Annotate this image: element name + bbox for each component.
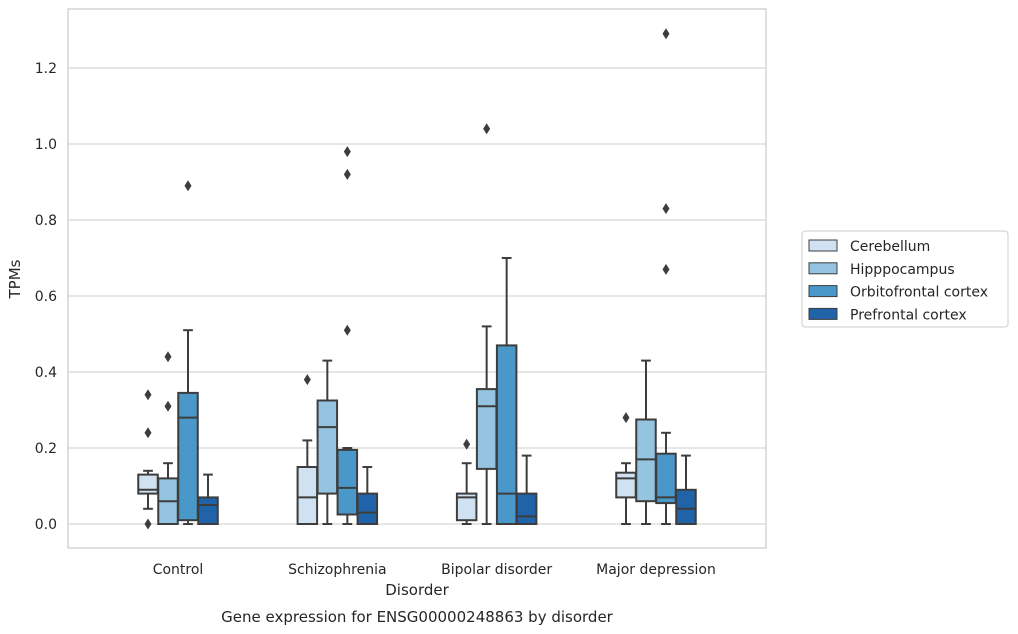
box-iqr <box>615 471 637 499</box>
outlier-point <box>662 263 670 275</box>
box-iqr <box>655 452 677 505</box>
box-iqr <box>515 492 538 526</box>
box-iqr <box>495 344 518 525</box>
legend-label: Prefrontal cortex <box>850 307 967 323</box>
chart-title: Gene expression for ENSG00000248863 by d… <box>221 608 614 626</box>
legend-item: Cerebellum <box>808 239 930 255</box>
legend: Cerebellum Hipppocampus Orbitofrontal cort… <box>801 230 1009 328</box>
y-tick-label: 1.0 <box>35 137 57 153</box>
outlier-point <box>144 389 152 401</box>
box-iqr <box>296 466 319 525</box>
series-prefrontal-cortex <box>197 454 697 526</box>
box <box>356 466 379 526</box>
box-iqr <box>356 492 379 526</box>
x-tick-label: Control <box>153 562 204 578</box>
x-axis-ticks: Control Schizophrenia Bipolar disorder Majo… <box>153 562 716 578</box>
box <box>475 123 498 525</box>
box <box>157 351 179 525</box>
y-tick-label: 0.0 <box>35 517 57 533</box>
legend-label: Orbitofrontal cortex <box>850 285 988 301</box>
box <box>177 180 199 525</box>
box-iqr <box>316 399 339 495</box>
y-tick-label: 0.6 <box>35 289 57 305</box>
box <box>316 359 339 525</box>
box <box>296 374 319 525</box>
outlier-point <box>622 412 630 424</box>
series-cerebellum <box>137 374 637 530</box>
outlier-point <box>184 180 192 192</box>
legend-item: Prefrontal cortex <box>808 307 967 323</box>
legend-label: Hipppocampus <box>850 262 955 278</box>
outlier-point <box>164 400 172 412</box>
box-iqr <box>475 388 498 470</box>
outlier-point <box>164 351 172 363</box>
box <box>336 146 359 525</box>
legend-swatch <box>808 239 838 252</box>
series-hipppocampus <box>157 123 657 525</box>
outlier-point <box>662 28 670 40</box>
outlier-point <box>662 203 670 215</box>
box <box>635 359 657 525</box>
box <box>455 438 478 525</box>
box <box>197 473 219 525</box>
box <box>675 454 697 525</box>
legend-label: Cerebellum <box>850 239 930 255</box>
outlier-point <box>343 324 351 336</box>
box <box>495 257 518 525</box>
box-iqr <box>336 448 359 516</box>
y-tick-label: 1.2 <box>35 61 57 77</box>
x-tick-label: Major depression <box>596 562 716 578</box>
legend-swatch <box>808 262 838 275</box>
box <box>615 412 637 525</box>
legend-item: Hipppocampus <box>808 262 955 278</box>
y-axis-label: TPMs <box>6 259 24 299</box>
outlier-point <box>343 168 351 180</box>
y-tick-label: 0.8 <box>35 213 57 229</box>
legend-swatch <box>808 285 838 298</box>
box-iqr <box>177 391 199 522</box>
box <box>655 28 677 525</box>
y-tick-label: 0.2 <box>35 441 57 457</box>
outlier-point <box>144 427 152 439</box>
x-axis-label: Disorder <box>385 581 449 599</box>
outlier-point <box>303 374 311 386</box>
legend-item: Orbitofrontal cortex <box>808 285 988 301</box>
series-orbitofrontal-cortex <box>177 28 677 525</box>
outlier-point <box>463 438 471 450</box>
y-tick-label: 0.4 <box>35 365 57 381</box>
legend-swatch <box>808 307 838 320</box>
box-iqr <box>197 496 219 525</box>
outlier-point <box>343 146 351 158</box>
box-series <box>137 28 697 530</box>
x-tick-label: Bipolar disorder <box>441 562 552 578</box>
y-axis-ticks: 0.0 0.2 0.4 0.6 0.8 1.0 1.2 <box>35 61 57 533</box>
outlier-point <box>144 518 152 530</box>
box <box>515 454 538 526</box>
outlier-point <box>483 123 491 135</box>
x-tick-label: Schizophrenia <box>288 562 386 578</box>
box-iqr <box>455 492 478 522</box>
box-iqr <box>675 488 697 525</box>
box <box>137 389 159 530</box>
legend-frame <box>801 230 1009 328</box>
plot-frame <box>67 8 767 549</box>
